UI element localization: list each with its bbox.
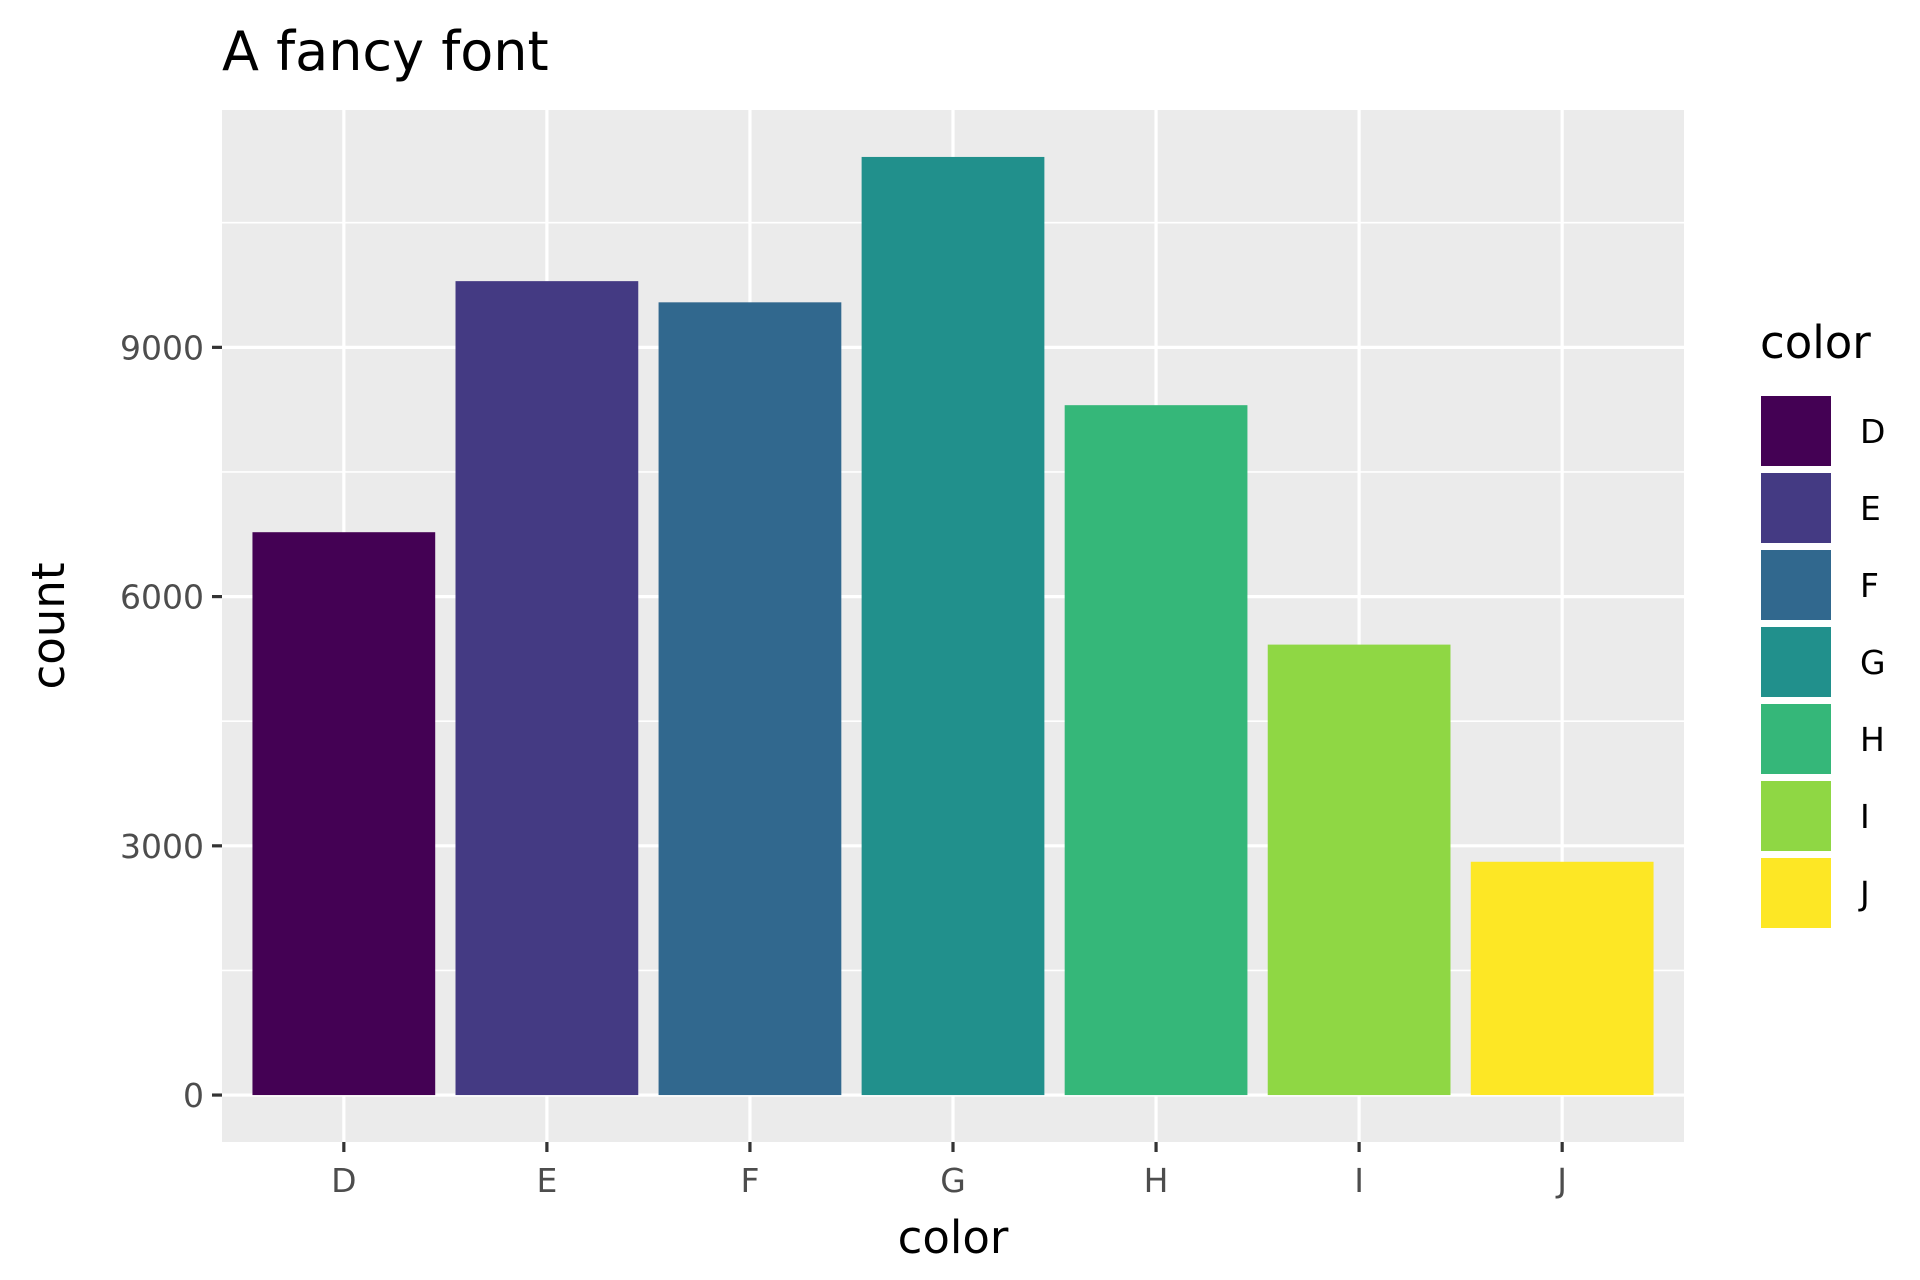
legend-key-I bbox=[1759, 779, 1833, 853]
legend-label: H bbox=[1860, 720, 1885, 759]
legend-key-G bbox=[1759, 625, 1833, 699]
y-tick-label: 9000 bbox=[120, 328, 204, 367]
legend-key-E bbox=[1759, 471, 1833, 545]
x-axis: D E F G H I J bbox=[331, 1142, 1567, 1200]
legend-label: F bbox=[1860, 566, 1879, 605]
y-tick-label: 0 bbox=[183, 1076, 204, 1115]
bar-H bbox=[1064, 405, 1248, 1096]
x-tick-label: F bbox=[740, 1161, 759, 1200]
legend-title: color bbox=[1760, 316, 1871, 369]
legend-label: J bbox=[1858, 874, 1870, 913]
bar-I bbox=[1267, 644, 1451, 1096]
y-tick-label: 3000 bbox=[120, 827, 204, 866]
y-tick-label: 6000 bbox=[120, 578, 204, 617]
bar-J bbox=[1470, 861, 1654, 1096]
legend-label: E bbox=[1860, 489, 1881, 528]
x-tick-label: H bbox=[1144, 1161, 1169, 1200]
y-axis-title: count bbox=[22, 563, 75, 690]
legend-label: G bbox=[1860, 643, 1886, 682]
legend-key-J bbox=[1759, 856, 1833, 930]
legend-key-F bbox=[1759, 548, 1833, 622]
legend-key-D bbox=[1759, 394, 1833, 468]
bar-F bbox=[658, 302, 842, 1096]
x-tick-label: I bbox=[1354, 1161, 1364, 1200]
legend-key-H bbox=[1759, 702, 1833, 776]
x-axis-title: color bbox=[898, 1211, 1009, 1264]
legend-label: D bbox=[1860, 412, 1885, 451]
bars bbox=[252, 156, 1654, 1096]
x-tick-label: E bbox=[536, 1161, 557, 1200]
x-tick-label: G bbox=[940, 1161, 966, 1200]
legend-label: I bbox=[1860, 797, 1870, 836]
bar-D bbox=[252, 532, 436, 1096]
x-tick-label: J bbox=[1555, 1161, 1567, 1200]
bar-G bbox=[861, 156, 1045, 1096]
bar-E bbox=[455, 281, 639, 1096]
x-tick-label: D bbox=[331, 1161, 356, 1200]
y-axis: 0 3000 6000 9000 bbox=[120, 328, 222, 1115]
chart-title: A fancy font bbox=[222, 20, 549, 83]
